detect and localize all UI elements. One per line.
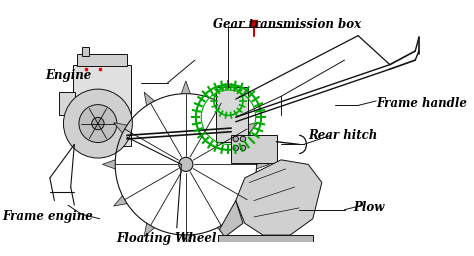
Circle shape	[233, 136, 238, 142]
Bar	[231, 135, 276, 163]
Text: Frame handle: Frame handle	[376, 97, 467, 110]
Polygon shape	[182, 235, 191, 248]
Circle shape	[91, 117, 104, 130]
Polygon shape	[102, 160, 115, 169]
Text: Plow: Plow	[354, 201, 385, 214]
Bar	[82, 47, 89, 56]
Circle shape	[240, 145, 246, 151]
Text: Gear transmission box: Gear transmission box	[213, 18, 361, 31]
Polygon shape	[219, 201, 243, 237]
Text: Frame engine: Frame engine	[2, 210, 92, 223]
Circle shape	[240, 136, 246, 142]
Circle shape	[79, 105, 117, 143]
Polygon shape	[217, 92, 228, 105]
Polygon shape	[245, 123, 258, 133]
Polygon shape	[217, 223, 228, 237]
Bar	[77, 54, 127, 67]
Circle shape	[64, 89, 132, 158]
Bar	[218, 235, 313, 242]
Polygon shape	[114, 123, 127, 133]
Polygon shape	[144, 223, 155, 237]
Polygon shape	[245, 196, 258, 206]
Polygon shape	[182, 81, 191, 94]
Circle shape	[179, 157, 193, 172]
Text: Rear hitch: Rear hitch	[308, 129, 377, 142]
Bar	[59, 92, 75, 114]
Polygon shape	[236, 160, 322, 235]
Bar	[73, 65, 131, 146]
Polygon shape	[256, 160, 269, 169]
Circle shape	[233, 145, 238, 151]
Polygon shape	[144, 92, 155, 105]
Polygon shape	[114, 196, 127, 206]
Text: Engine: Engine	[46, 69, 91, 82]
Bar	[216, 87, 247, 142]
Text: Floating Wheel: Floating Wheel	[116, 232, 217, 245]
